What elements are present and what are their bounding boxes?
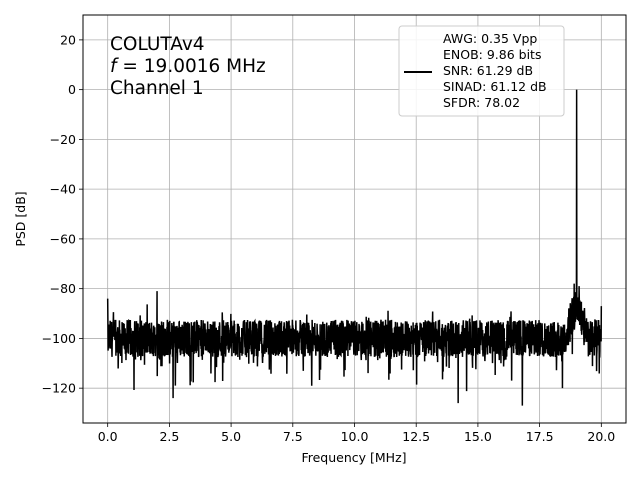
y-tick-label: −80 xyxy=(50,281,76,296)
x-tick-label: 5.0 xyxy=(221,429,241,444)
x-tick-label: 15.0 xyxy=(464,429,492,444)
x-axis: 0.0 2.5 5.0 7.5 10.0 12.5 15.0 17.5 20.0 xyxy=(98,423,615,444)
legend-entry-sfdr: SFDR: 78.02 xyxy=(443,95,520,110)
x-axis-label: Frequency [MHz] xyxy=(301,450,406,465)
legend-entry-awg: AWG: 0.35 Vpp xyxy=(443,31,537,46)
y-tick-label: 20 xyxy=(60,32,76,47)
y-axis-label: PSD [dB] xyxy=(13,191,28,246)
x-tick-label: 17.5 xyxy=(526,429,554,444)
legend-entry-enob: ENOB: 9.86 bits xyxy=(443,47,541,62)
y-tick-label: −100 xyxy=(42,331,76,346)
y-axis: 20 0 −20 −40 −60 −80 −100 −120 xyxy=(42,32,83,396)
x-tick-label: 0.0 xyxy=(98,429,118,444)
y-tick-label: −40 xyxy=(50,182,76,197)
y-tick-label: −60 xyxy=(50,231,76,246)
y-tick-label: −120 xyxy=(42,381,76,396)
y-tick-label: 0 xyxy=(68,82,76,97)
x-tick-label: 20.0 xyxy=(587,429,615,444)
annotation-line-2-var: f xyxy=(110,56,119,77)
psd-series-line xyxy=(106,89,603,406)
x-tick-label: 2.5 xyxy=(159,429,179,444)
annotation-line-3: Channel 1 xyxy=(110,78,204,99)
annotation-line-2: f = 19.0016 MHz xyxy=(110,56,266,77)
x-tick-label: 10.0 xyxy=(341,429,369,444)
annotation-line-1: COLUTAv4 xyxy=(110,34,205,55)
legend: AWG: 0.35 Vpp ENOB: 9.86 bits SNR: 61.29… xyxy=(398,25,565,117)
annotation: COLUTAv4 f = 19.0016 MHz Channel 1 xyxy=(110,34,266,99)
legend-box xyxy=(398,25,565,117)
x-tick-label: 7.5 xyxy=(283,429,303,444)
psd-line-group xyxy=(106,89,603,406)
y-tick-label: −20 xyxy=(50,132,76,147)
annotation-line-2-rest: = 19.0016 MHz xyxy=(117,56,266,77)
x-tick-label: 12.5 xyxy=(402,429,430,444)
legend-entry-snr: SNR: 61.29 dB xyxy=(443,63,533,78)
legend-entry-sinad: SINAD: 61.12 dB xyxy=(443,79,547,94)
